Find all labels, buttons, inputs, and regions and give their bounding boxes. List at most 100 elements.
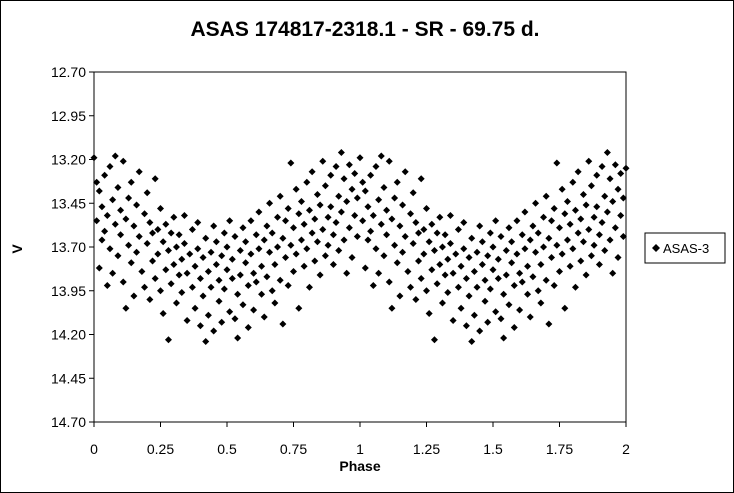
data-point	[438, 299, 446, 307]
y-tick-label: 13.95	[51, 283, 86, 299]
data-point	[401, 233, 409, 240]
data-point	[239, 301, 247, 309]
data-point	[510, 324, 518, 331]
data-point	[242, 259, 250, 267]
data-point	[159, 238, 167, 246]
data-point	[521, 245, 529, 253]
data-point	[375, 196, 383, 204]
data-point	[300, 262, 308, 270]
data-point	[425, 238, 433, 246]
data-point	[260, 313, 268, 321]
data-point	[188, 226, 196, 233]
data-point	[244, 282, 252, 289]
data-point	[444, 255, 452, 263]
data-point	[492, 308, 500, 316]
data-point	[125, 241, 133, 249]
data-point	[295, 210, 303, 218]
data-point	[617, 170, 625, 177]
data-point	[290, 224, 297, 232]
data-point	[154, 226, 162, 233]
data-point	[465, 292, 473, 300]
data-point	[282, 254, 290, 261]
data-point	[178, 255, 186, 263]
data-point	[196, 275, 204, 282]
data-point	[204, 311, 212, 319]
data-point	[210, 327, 218, 335]
data-point	[526, 313, 534, 321]
data-point	[244, 324, 252, 331]
data-point	[335, 192, 343, 200]
data-point	[595, 231, 603, 239]
data-point	[383, 231, 391, 239]
data-point	[449, 317, 457, 324]
data-point	[258, 290, 266, 298]
data-point	[316, 201, 324, 209]
data-point	[343, 269, 351, 277]
data-point	[502, 247, 510, 254]
data-point	[329, 261, 337, 268]
data-point	[260, 236, 268, 244]
data-point	[529, 222, 537, 230]
data-point	[337, 149, 345, 156]
data-point	[199, 254, 207, 261]
data-point	[516, 269, 524, 277]
data-point	[170, 213, 178, 221]
data-point	[611, 161, 619, 169]
data-point	[175, 271, 183, 279]
data-point	[542, 192, 550, 200]
data-point	[122, 215, 130, 223]
data-point	[417, 175, 425, 183]
data-point	[415, 229, 423, 237]
data-point	[337, 208, 345, 216]
data-point	[231, 233, 239, 240]
data-point	[518, 278, 526, 286]
data-point	[212, 238, 220, 246]
data-point	[367, 227, 375, 235]
data-point	[401, 168, 409, 176]
data-point	[412, 296, 420, 303]
data-point	[571, 283, 579, 291]
data-point	[111, 152, 119, 160]
data-point	[430, 247, 438, 254]
data-point	[603, 149, 611, 156]
data-point	[226, 217, 234, 225]
data-point	[481, 297, 489, 305]
data-point	[210, 222, 218, 230]
y-tick-label: 14.70	[51, 414, 86, 430]
data-point	[566, 220, 574, 228]
data-point	[178, 289, 186, 296]
data-point	[563, 198, 571, 205]
data-point	[438, 243, 446, 251]
data-point	[234, 334, 242, 342]
data-point	[157, 287, 164, 295]
data-point	[194, 219, 202, 226]
data-point	[93, 217, 101, 225]
data-point	[250, 306, 258, 314]
data-point	[276, 192, 284, 200]
data-point	[425, 310, 433, 317]
data-point	[191, 262, 199, 270]
data-point	[617, 212, 625, 219]
data-point	[590, 213, 598, 221]
data-point	[423, 205, 430, 212]
data-point	[311, 257, 319, 265]
x-tick-label: 0.5	[217, 441, 237, 457]
data-point	[351, 170, 359, 177]
data-point	[303, 178, 311, 186]
data-point	[516, 306, 524, 314]
data-point	[114, 184, 122, 191]
data-point	[534, 229, 542, 237]
data-point	[452, 250, 460, 258]
data-point	[247, 217, 255, 225]
data-point	[441, 231, 449, 239]
data-point	[361, 187, 369, 195]
legend-diamond-marker	[652, 244, 660, 252]
data-point	[228, 275, 236, 282]
data-point	[127, 259, 135, 267]
data-point	[524, 262, 532, 270]
data-point	[367, 171, 375, 179]
data-point	[300, 220, 308, 228]
x-tick-label: 0.75	[280, 441, 307, 457]
data-point	[308, 168, 316, 176]
data-point	[598, 163, 606, 170]
